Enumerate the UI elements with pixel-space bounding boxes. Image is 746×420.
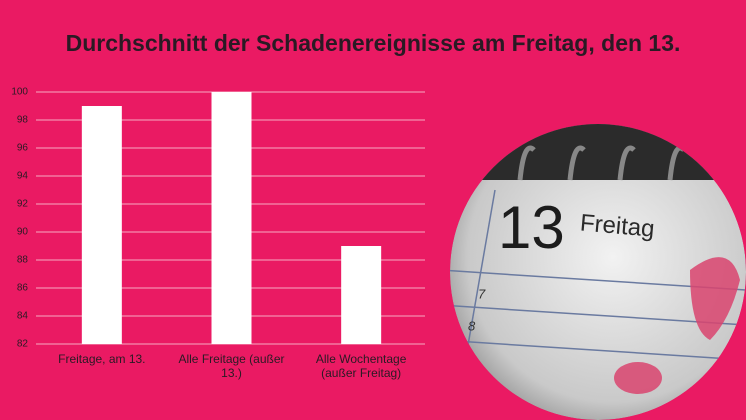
y-tick-label: 98 bbox=[17, 115, 29, 126]
photo-day: 13 bbox=[498, 194, 565, 261]
x-tick-label: Alle Wochentage (außer Freitag) bbox=[315, 352, 407, 380]
y-tick-label: 92 bbox=[17, 199, 29, 210]
x-tick-label: Alle Freitage (außer 13.) bbox=[178, 352, 285, 380]
y-tick-label: 82 bbox=[17, 339, 29, 350]
y-tick-label: 96 bbox=[17, 143, 29, 154]
y-tick-label: 94 bbox=[17, 171, 29, 182]
y-tick-label: 88 bbox=[17, 255, 29, 266]
x-tick-label: Freitage, am 13. bbox=[58, 352, 146, 366]
chart-title: Durchschnitt der Schadenereignisse am Fr… bbox=[66, 30, 681, 56]
bar bbox=[211, 92, 252, 344]
photo: 13 Freitag 7 8 bbox=[450, 124, 746, 420]
y-tick-label: 86 bbox=[17, 283, 29, 294]
y-tick-label: 100 bbox=[11, 87, 28, 98]
bar bbox=[341, 246, 382, 344]
photo-row: 8 bbox=[468, 318, 476, 333]
y-tick-label: 84 bbox=[17, 311, 29, 322]
bar bbox=[81, 106, 122, 344]
photo-row: 7 bbox=[478, 286, 486, 301]
photo-weekday: Freitag bbox=[579, 209, 656, 242]
y-tick-label: 90 bbox=[17, 227, 29, 238]
